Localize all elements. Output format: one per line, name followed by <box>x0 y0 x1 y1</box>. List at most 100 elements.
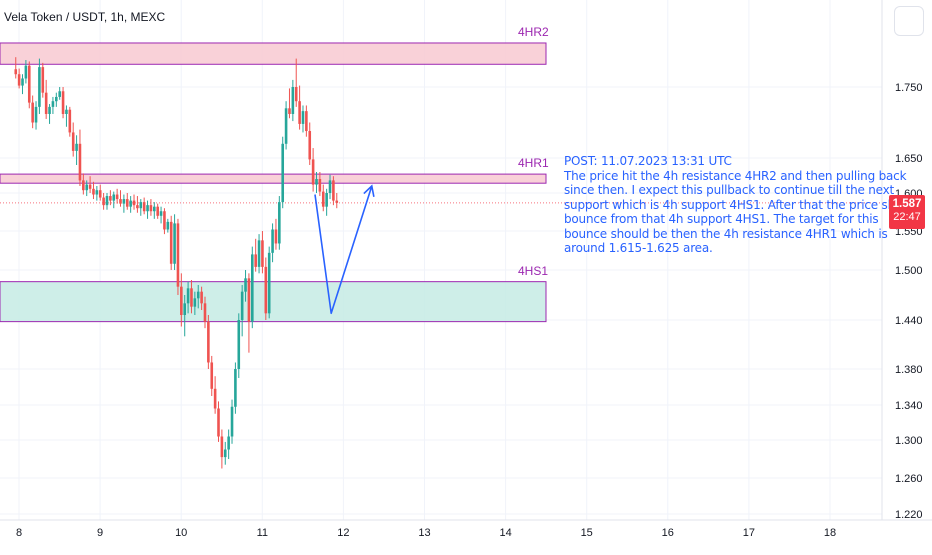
x-tick-label: 16 <box>662 527 674 539</box>
candle-body <box>244 278 247 292</box>
chart-title: Vela Token / USDT, 1h, MEXC <box>4 10 166 24</box>
candle <box>244 270 247 302</box>
projection-path <box>314 185 373 315</box>
candle-body <box>34 106 38 123</box>
chart-settings-button[interactable] <box>894 6 924 36</box>
candle-body <box>247 278 251 322</box>
candle-body <box>92 188 95 195</box>
candle-body <box>169 221 173 264</box>
candle-body <box>203 303 207 322</box>
note-line: since then. I expect this pullback to co… <box>564 183 895 197</box>
candle-body <box>284 108 288 144</box>
candle <box>75 135 78 165</box>
candle <box>95 186 99 201</box>
candle <box>335 193 339 209</box>
candle-body <box>311 159 315 185</box>
candle-body <box>122 199 126 204</box>
candle <box>119 190 122 207</box>
candle <box>190 280 193 314</box>
candle-body <box>31 102 34 123</box>
y-tick-label: 1.500 <box>895 265 923 277</box>
candle <box>27 61 31 109</box>
candle-body <box>183 303 187 315</box>
note-line: support which is 4h support 4HS1. After … <box>564 197 909 212</box>
candle-body <box>200 291 203 304</box>
candle-body <box>163 211 166 230</box>
candle <box>146 200 149 219</box>
candle <box>136 196 139 213</box>
candle-body <box>213 388 217 409</box>
candle <box>139 199 143 216</box>
y-tick-label: 1.650 <box>895 153 923 165</box>
candle-body <box>318 179 322 192</box>
candle-body <box>190 288 193 307</box>
candle <box>21 74 24 95</box>
candle-body <box>58 91 61 97</box>
candle-body <box>51 101 55 107</box>
candle <box>112 191 116 209</box>
candle-body <box>288 108 291 114</box>
candle-body <box>250 254 254 322</box>
candle-body <box>44 92 48 114</box>
candle <box>58 87 61 100</box>
candle-countdown: 22:47 <box>893 211 921 223</box>
x-tick-label: 8 <box>16 527 22 539</box>
candle <box>264 257 268 320</box>
candle <box>48 104 51 124</box>
candle-body <box>186 288 190 304</box>
candle-body <box>48 106 51 114</box>
candle-body <box>254 254 257 267</box>
current-price-value: 1.587 <box>892 198 922 210</box>
zone-4hs1 <box>0 281 547 323</box>
candle <box>159 206 163 224</box>
candle-body <box>196 291 200 299</box>
candle-body <box>315 179 318 185</box>
candle <box>183 295 187 337</box>
candle <box>176 218 180 295</box>
candle <box>173 214 176 270</box>
candle-body <box>240 291 244 320</box>
candle-body <box>271 229 274 253</box>
candle <box>85 180 89 197</box>
y-tick-label: 1.260 <box>895 473 923 485</box>
candle <box>132 194 136 210</box>
candle-body <box>166 221 170 230</box>
candle <box>281 136 285 209</box>
analysis-note: POST: 11.07.2023 13:31 UTC The price hit … <box>564 154 909 256</box>
zone-label-4hr2: 4HR2 <box>518 24 549 39</box>
zone-label-4hr1: 4HR1 <box>518 156 549 171</box>
note-line: bounce from that 4h support 4HS1. The ta… <box>564 212 879 226</box>
grid-lines <box>0 0 882 520</box>
y-tick-label: 1.550 <box>895 226 923 238</box>
candle <box>332 176 335 206</box>
candle <box>227 429 230 459</box>
candle <box>122 194 126 213</box>
candle <box>207 315 210 369</box>
candle-body <box>325 193 328 207</box>
candle-body <box>146 205 149 212</box>
candle <box>156 203 159 219</box>
candle-body <box>105 196 109 206</box>
candle <box>237 313 241 378</box>
candle-body <box>125 199 129 207</box>
candle-body <box>38 67 41 107</box>
x-tick-label: 11 <box>257 527 268 539</box>
candle <box>203 296 207 329</box>
candle <box>217 401 220 442</box>
candles <box>14 57 339 469</box>
candle <box>186 281 190 314</box>
candle <box>240 285 244 337</box>
note-line: bounce should be then the 4h resistance … <box>564 226 888 241</box>
candle <box>180 273 183 327</box>
candle-body <box>85 184 89 191</box>
candle <box>250 246 254 329</box>
candle-body <box>142 202 146 212</box>
candle <box>166 218 170 233</box>
candle <box>51 96 55 114</box>
candle <box>142 197 146 215</box>
candle-body <box>294 87 298 102</box>
x-tick-label: 15 <box>581 527 593 539</box>
candle-body <box>136 205 139 209</box>
candle <box>129 196 132 213</box>
